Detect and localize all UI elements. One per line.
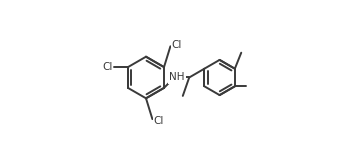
Text: Cl: Cl [153, 116, 163, 126]
Text: Cl: Cl [103, 62, 113, 72]
Text: NH: NH [169, 73, 185, 82]
Text: Cl: Cl [171, 40, 182, 50]
